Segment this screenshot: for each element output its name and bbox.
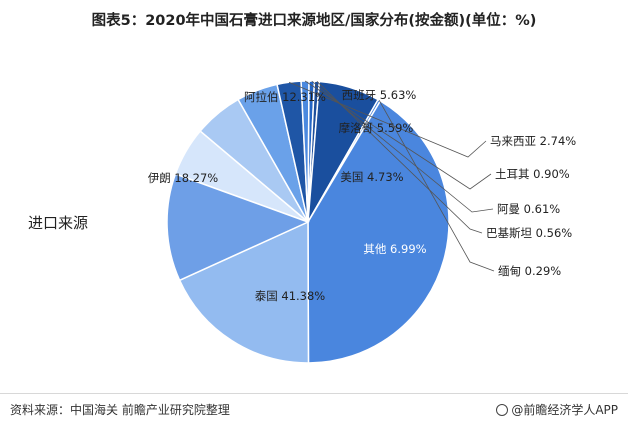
leader-line-6 — [316, 81, 483, 234]
slice-label-0: 西班牙 5.63% — [342, 88, 417, 102]
slice-label-8: 缅甸 0.29% — [498, 264, 561, 278]
slice-labels: 西班牙 5.63% 摩洛哥 5.59% 美国 4.73% 马来西亚 2.74% 土耳其 … — [148, 88, 577, 303]
slice-label-7: 其他 6.99% — [363, 242, 426, 256]
slice-label-9: 泰国 41.38% — [255, 289, 326, 303]
slice-label-1: 摩洛哥 5.59% — [339, 121, 414, 135]
pie-slice-9 — [307, 99, 450, 364]
slice-label-2: 美国 4.73% — [340, 170, 403, 184]
leader-line-3 — [288, 81, 487, 158]
leader-line-5 — [311, 80, 494, 213]
slice-label-5: 阿曼 0.61% — [497, 202, 560, 216]
leader-line-4 — [304, 80, 492, 190]
brand-text: @前瞻经济学人APP — [511, 403, 618, 417]
slice-label-3: 马来西亚 2.74% — [490, 134, 576, 148]
leader-line-8 — [378, 100, 495, 272]
pie-slices — [166, 80, 450, 364]
series-name-label: 进口来源 — [28, 214, 88, 232]
chart-title: 图表5：2020年中国石膏进口来源地区/国家分布(按金额)(单位：%) — [91, 13, 537, 29]
brand-logo-icon — [496, 404, 509, 416]
slice-label-4: 土耳其 0.90% — [495, 167, 570, 181]
pie-slice-10 — [178, 220, 310, 364]
footer-divider — [0, 393, 628, 394]
pie-slice-11 — [166, 173, 310, 282]
source-note: 资料来源：中国海关 前瞻产业研究院整理 — [10, 403, 230, 417]
slice-label-10: 伊朗 18.27% — [148, 171, 219, 185]
slice-label-6: 巴基斯坦 0.56% — [486, 226, 572, 240]
slice-label-11: 阿拉伯 12.31% — [244, 90, 326, 104]
leader-lines — [288, 80, 495, 272]
brand-credit: @前瞻经济学人APP — [496, 401, 618, 418]
